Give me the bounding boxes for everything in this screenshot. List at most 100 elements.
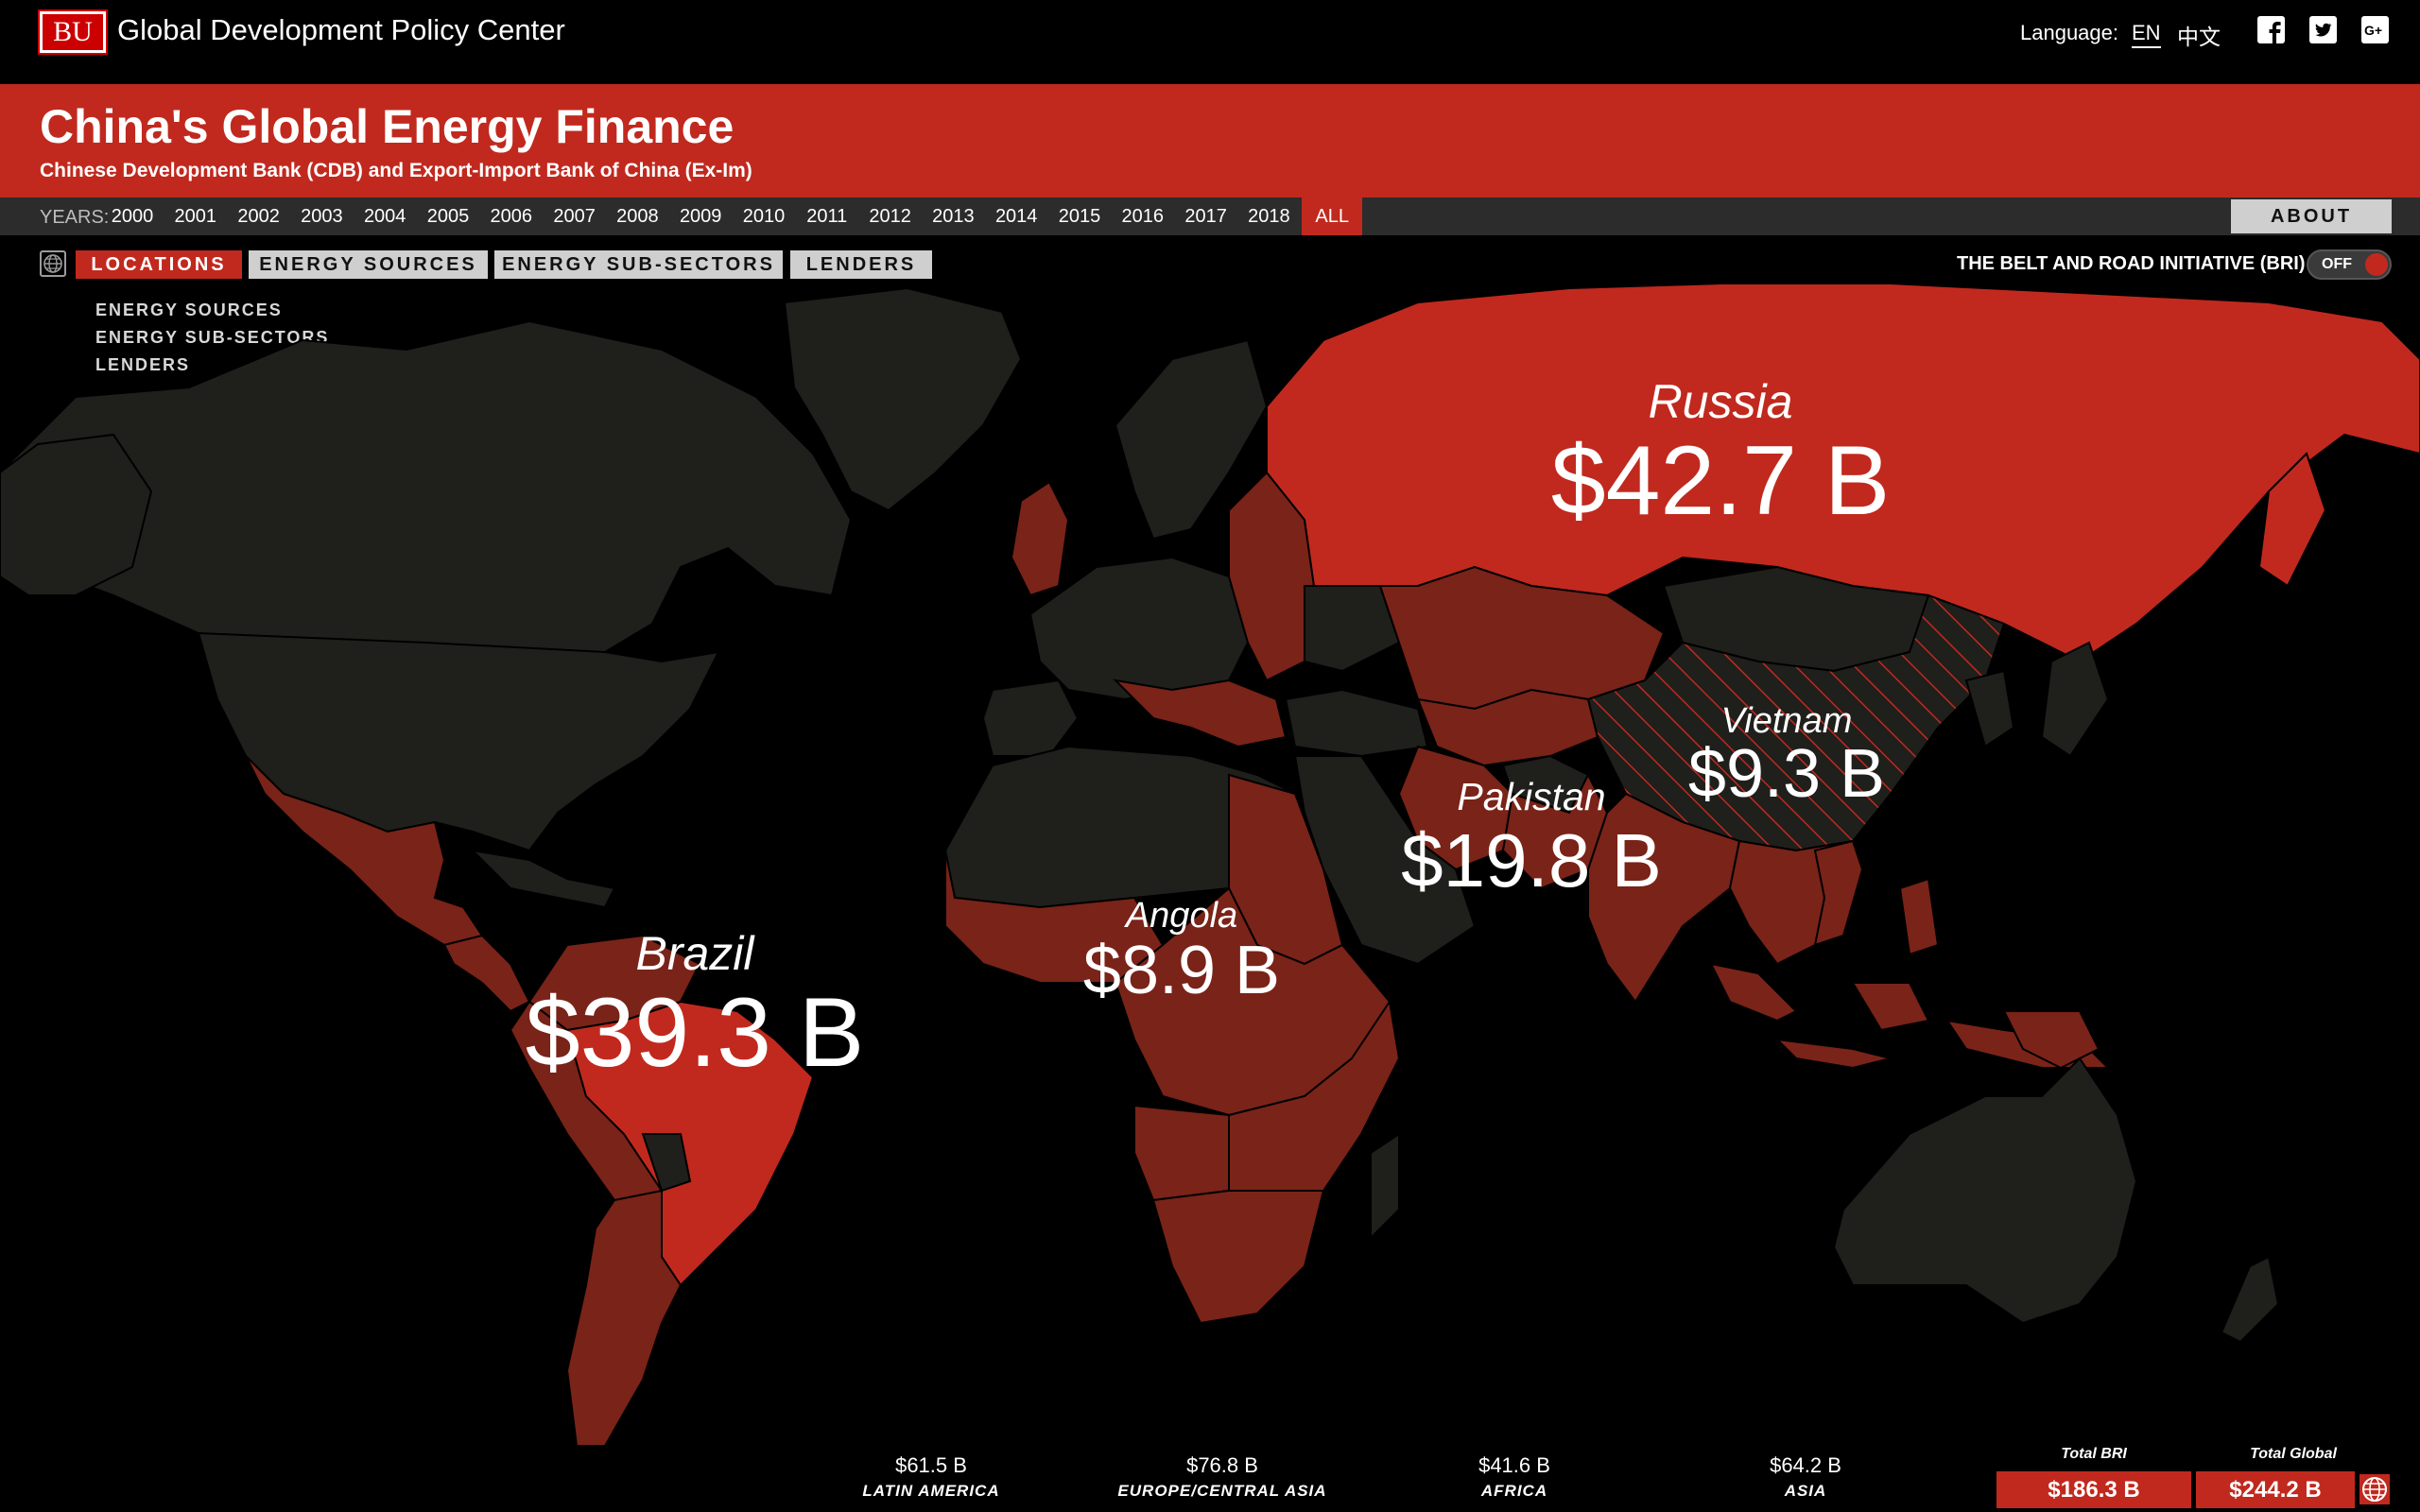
bri-label: THE BELT AND ROAD INITIATIVE (BRI) bbox=[1957, 253, 2306, 274]
region-name: LATIN AMERICA bbox=[862, 1482, 1000, 1500]
year-2017[interactable]: 2017 bbox=[1184, 206, 1227, 227]
year-2015[interactable]: 2015 bbox=[1058, 206, 1101, 227]
bri-toggle[interactable]: OFF bbox=[2307, 249, 2392, 280]
google-plus-icon[interactable]: G+ bbox=[2361, 16, 2389, 43]
region-europe-central-asia[interactable]: $76.8 B EUROPE/CENTRAL ASIA bbox=[1109, 1453, 1336, 1501]
twitter-icon[interactable] bbox=[2309, 16, 2337, 43]
region-name: AFRICA bbox=[1480, 1482, 1548, 1500]
total-global-label: Total Global bbox=[2250, 1446, 2337, 1462]
map-western-europe[interactable] bbox=[1028, 556, 1250, 701]
region-value: $76.8 B bbox=[1186, 1453, 1258, 1477]
org-name[interactable]: Global Development Policy Center bbox=[117, 13, 565, 46]
map-east-africa[interactable] bbox=[1228, 999, 1401, 1192]
year-2005[interactable]: 2005 bbox=[426, 206, 470, 227]
year-2001[interactable]: 2001 bbox=[174, 206, 217, 227]
region-africa[interactable]: $41.6 B AFRICA bbox=[1401, 1453, 1628, 1501]
map-iberia[interactable] bbox=[981, 679, 1080, 757]
region-value: $61.5 B bbox=[895, 1453, 967, 1477]
map-label-brazil-value: $39.3 B bbox=[525, 978, 865, 1088]
map-new-zealand[interactable] bbox=[2220, 1255, 2280, 1344]
map-argentina-chile[interactable] bbox=[565, 1189, 683, 1447]
year-2009[interactable]: 2009 bbox=[679, 206, 722, 227]
years-bar: YEARS: 2000 2001 2002 2003 2004 2005 2006 2007 2… bbox=[0, 198, 2420, 235]
map-kamchatka[interactable] bbox=[2257, 452, 2327, 588]
map-label-russia-value: $42.7 B bbox=[1550, 426, 1891, 536]
globe-icon[interactable] bbox=[40, 250, 66, 277]
page-header: China's Global Energy Finance Chinese De… bbox=[0, 84, 2420, 198]
tab-energy-sources[interactable]: ENERGY SOURCES bbox=[249, 250, 488, 279]
map-label-russia-name: Russia bbox=[1648, 375, 1793, 428]
year-2013[interactable]: 2013 bbox=[932, 206, 975, 227]
map-scandinavia[interactable] bbox=[1114, 338, 1269, 541]
map-label-brazil-name: Brazil bbox=[635, 927, 754, 980]
sub-menu-energy-sub-sectors[interactable]: ENERGY SUB-SECTORS bbox=[95, 328, 330, 347]
map-philippines[interactable] bbox=[1898, 877, 1940, 956]
facebook-icon[interactable] bbox=[2257, 16, 2285, 43]
year-all[interactable]: ALL bbox=[1302, 198, 1363, 235]
year-2016[interactable]: 2016 bbox=[1121, 206, 1165, 227]
region-latin-america[interactable]: $61.5 B LATIN AMERICA bbox=[818, 1453, 1045, 1501]
year-2003[interactable]: 2003 bbox=[301, 206, 343, 227]
map-vietnam[interactable] bbox=[1813, 839, 1864, 947]
year-2008[interactable]: 2008 bbox=[616, 206, 659, 227]
year-2004[interactable]: 2004 bbox=[363, 206, 406, 227]
total-bri-value[interactable]: $186.3 B bbox=[1996, 1471, 2191, 1508]
map-southern-africa[interactable] bbox=[1151, 1190, 1325, 1325]
region-name: ASIA bbox=[1784, 1482, 1827, 1500]
bu-logo[interactable]: BU bbox=[38, 9, 108, 55]
map-brazil[interactable] bbox=[565, 1000, 815, 1287]
language-label: Language: bbox=[2020, 21, 2118, 44]
tab-energy-sub-sectors[interactable]: ENERGY SUB-SECTORS bbox=[494, 250, 783, 279]
map-mexico[interactable] bbox=[245, 755, 484, 947]
map-madagascar[interactable] bbox=[1370, 1132, 1400, 1241]
year-2000[interactable]: 2000 bbox=[111, 206, 154, 227]
globe-icon[interactable] bbox=[2360, 1474, 2390, 1504]
year-2018[interactable]: 2018 bbox=[1248, 206, 1290, 227]
world-map[interactable]: Russia $42.7 B Brazil $39.3 B Pakistan $… bbox=[0, 283, 2420, 1447]
sub-menu-lenders[interactable]: LENDERS bbox=[95, 355, 191, 374]
map-label-pakistan-name: Pakistan bbox=[1457, 775, 1606, 818]
total-global-value[interactable]: $244.2 B bbox=[2196, 1471, 2355, 1508]
map-italy-balkans[interactable] bbox=[1113, 679, 1288, 748]
map-australia[interactable] bbox=[1832, 1057, 2138, 1325]
region-value: $41.6 B bbox=[1478, 1453, 1550, 1477]
map-angola[interactable] bbox=[1133, 1104, 1230, 1202]
year-2006[interactable]: 2006 bbox=[490, 206, 533, 227]
sub-menu-energy-sources[interactable]: ENERGY SOURCES bbox=[95, 301, 283, 319]
map-indonesia[interactable] bbox=[1709, 962, 2111, 1070]
map-label-angola-value: $8.9 B bbox=[1082, 933, 1281, 1008]
year-2014[interactable]: 2014 bbox=[994, 206, 1038, 227]
page-title: China's Global Energy Finance bbox=[40, 100, 735, 153]
map-alaska[interactable] bbox=[0, 433, 153, 596]
year-2007[interactable]: 2007 bbox=[553, 206, 596, 227]
year-2012[interactable]: 2012 bbox=[869, 206, 911, 227]
region-asia[interactable]: $64.2 B ASIA bbox=[1692, 1453, 1919, 1501]
map-canada[interactable] bbox=[0, 319, 853, 653]
map-iran[interactable] bbox=[1397, 745, 1514, 871]
total-bri-label: Total BRI bbox=[2061, 1446, 2127, 1462]
region-name: EUROPE/CENTRAL ASIA bbox=[1117, 1482, 1327, 1500]
map-uk[interactable] bbox=[1010, 480, 1070, 597]
language-zh-link[interactable]: 中文 bbox=[2177, 25, 2221, 49]
map-middle-east[interactable] bbox=[1293, 755, 1477, 966]
tab-lenders[interactable]: LENDERS bbox=[790, 250, 932, 279]
svg-text:G+: G+ bbox=[2364, 23, 2382, 38]
language-en-link[interactable]: EN bbox=[2132, 21, 2161, 48]
map-korea-japan[interactable] bbox=[1964, 641, 2110, 758]
region-value: $64.2 B bbox=[1770, 1453, 1841, 1477]
map-caribbean[interactable] bbox=[470, 849, 616, 909]
year-2002[interactable]: 2002 bbox=[237, 206, 280, 227]
page-subtitle: Chinese Development Bank (CDB) and Expor… bbox=[40, 160, 752, 181]
map-central-america[interactable] bbox=[442, 934, 531, 1013]
tab-locations[interactable]: LOCATIONS bbox=[76, 250, 242, 279]
map-label-vietnam-name: Vietnam bbox=[1720, 701, 1853, 741]
map-paraguay[interactable] bbox=[641, 1133, 692, 1193]
about-button[interactable]: ABOUT bbox=[2231, 199, 2392, 233]
map-turkey[interactable] bbox=[1284, 688, 1429, 758]
map-usa[interactable] bbox=[197, 631, 720, 852]
year-2011[interactable]: 2011 bbox=[806, 206, 848, 227]
map-greenland[interactable] bbox=[783, 286, 1023, 512]
year-2010[interactable]: 2010 bbox=[742, 206, 786, 227]
top-bar: BU Global Development Policy Center Lang… bbox=[0, 0, 2420, 84]
map-label-angola-name: Angola bbox=[1125, 896, 1238, 936]
